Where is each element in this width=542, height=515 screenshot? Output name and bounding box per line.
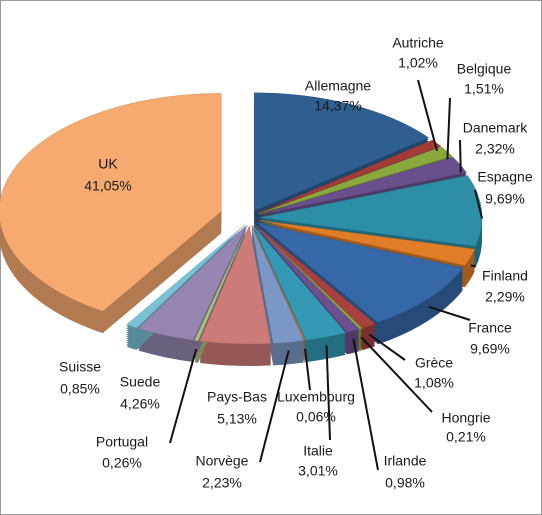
slice-name: Hongrie [441,410,490,426]
slice [254,224,360,333]
slice-name: Luxembourg [277,389,355,405]
leader-line [368,333,406,361]
slice [254,224,363,330]
slice [257,222,464,323]
slice-value-label: 3,01% [298,463,338,479]
slice-name: Irlande [384,453,427,469]
slice [137,225,247,341]
slice [0,93,222,312]
slice-value-label: 2,32% [475,141,515,157]
slice-value-label: 0,21% [446,429,486,445]
slice-name: Italie [303,443,333,459]
slice-name: Norvège [196,453,249,469]
leader-line [360,336,433,413]
slice-value-label: 1,02% [398,55,438,71]
leader-line [352,339,379,471]
slice-value-label: 0,26% [102,455,142,471]
slice [254,92,430,212]
labels: Allemagne 14,37% Autriche 1,02% Belgique 1,51… [59,35,533,491]
slice-side [259,222,475,268]
slice-value-label: 5,13% [217,411,257,427]
slice [259,220,476,266]
slice-name: Allemagne [305,78,371,94]
slice-name: Belgique [457,61,512,77]
slice-value-label: 1,08% [414,375,454,391]
slice-value-label: 2,23% [202,475,242,491]
slice-value-label: 4,26% [120,396,160,412]
slice-name: Espagne [477,169,532,185]
slice-value-label: 9,69% [485,191,525,207]
slice-value-label: 0,98% [385,475,425,491]
slice-name: Danemark [463,120,529,136]
leader-line [304,348,311,391]
slice-name: Suisse [59,359,101,375]
slice-name: Grèce [415,355,453,371]
slice-value-label: 0,06% [296,409,336,425]
slice-name: Suede [120,374,161,390]
leader-line [169,348,198,444]
slice-name: Autriche [392,35,444,51]
leader-line [474,189,484,219]
slice-name: UK [98,156,118,172]
slice [125,224,246,329]
slice-value-label: 1,51% [464,81,504,97]
leader-line [417,79,439,152]
slice [252,225,306,341]
slice-value-label: 14,37% [314,98,361,114]
slice [257,139,442,214]
slice-value-label: 2,29% [485,289,525,305]
slice-value-label: 0,85% [60,381,100,397]
slice-name: Finland [482,268,528,284]
leader-line [325,345,331,441]
slice [254,224,376,329]
slice [199,225,272,345]
slice-name: France [468,320,512,336]
slice-name: Pays-Bas [207,389,267,405]
slice [259,175,483,247]
slice [253,225,347,341]
leader-line [470,264,476,267]
slice-name: Portugal [96,434,148,450]
slice [251,225,305,344]
slice [194,225,248,342]
leader-line [446,97,451,160]
pie-tops [0,92,483,345]
leader-line [428,305,471,321]
slice-value-label: 41,05% [84,178,131,194]
slice-value-label: 9,69% [470,341,510,357]
leader-line [259,350,290,463]
leader-line [459,139,462,173]
